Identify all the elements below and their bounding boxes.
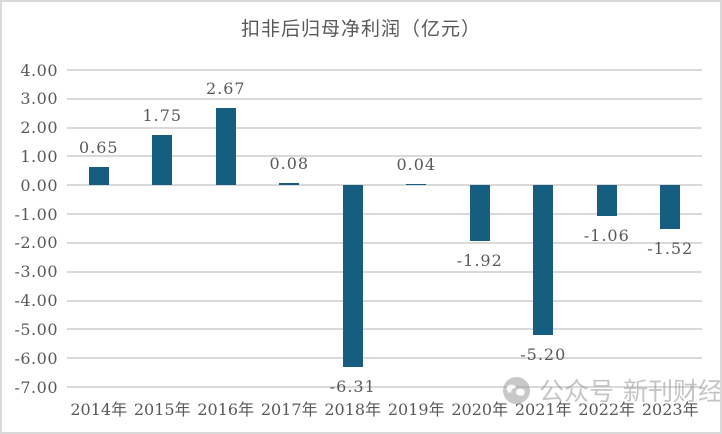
y-tick-label: -5.00 [14,319,58,339]
data-label: 0.04 [396,155,437,175]
bar-2014年 [88,166,109,186]
gridline [67,97,702,100]
data-label: -5.20 [520,345,567,365]
x-tick-label: 2018年 [324,400,382,419]
gridline [67,69,702,71]
gridline [67,357,702,360]
bar-2020年 [469,185,490,241]
y-tick-label: -2.00 [14,233,58,253]
bar-2021年 [533,185,554,336]
bar-2019年 [406,184,427,186]
bar-2015年 [152,134,173,186]
gridline [67,299,702,302]
gridline [67,241,702,244]
data-label: -1.92 [456,250,503,270]
x-tick-label: 2020年 [451,400,509,419]
x-tick-label: 2014年 [70,400,128,419]
gridline [67,155,702,158]
y-tick-label: 4.00 [20,60,58,80]
x-tick-label: 2022年 [578,400,636,419]
bar-2017年 [279,182,300,186]
data-label: -1.06 [583,225,630,245]
x-tick-label: 2019年 [387,400,445,419]
bar-2016年 [215,108,236,186]
bar-2018年 [342,185,363,368]
y-tick-label: -6.00 [14,348,58,368]
y-tick-label: 0.00 [20,175,58,195]
gridline [67,328,702,331]
x-tick-label: 2017年 [260,400,318,419]
data-label: 2.67 [205,79,246,99]
x-tick-label: 2016年 [197,400,255,419]
y-tick-label: 1.00 [20,146,58,166]
bar-2022年 [596,185,617,216]
data-label: 1.75 [142,105,183,125]
bar-2023年 [660,185,681,230]
chart-title: 扣非后归母净利润（亿元） [240,18,481,40]
gridline [67,126,702,129]
y-tick-label: 2.00 [20,118,58,138]
data-label: 0.65 [78,137,119,157]
x-tick-label: 2023年 [641,400,699,419]
y-tick-label: 3.00 [20,89,58,109]
data-label: -6.31 [329,377,376,397]
gridline [67,213,702,216]
zero-axis-line [67,184,702,187]
y-tick-label: -1.00 [14,204,58,224]
y-tick-label: -4.00 [14,291,58,311]
y-tick-label: -7.00 [14,377,58,397]
y-tick-label: -3.00 [14,262,58,282]
data-label: 0.08 [269,153,310,173]
data-label: -1.52 [647,239,694,259]
x-tick-label: 2021年 [514,400,572,419]
gridline [67,270,702,273]
x-tick-label: 2015年 [133,400,191,419]
gridline [67,386,702,388]
